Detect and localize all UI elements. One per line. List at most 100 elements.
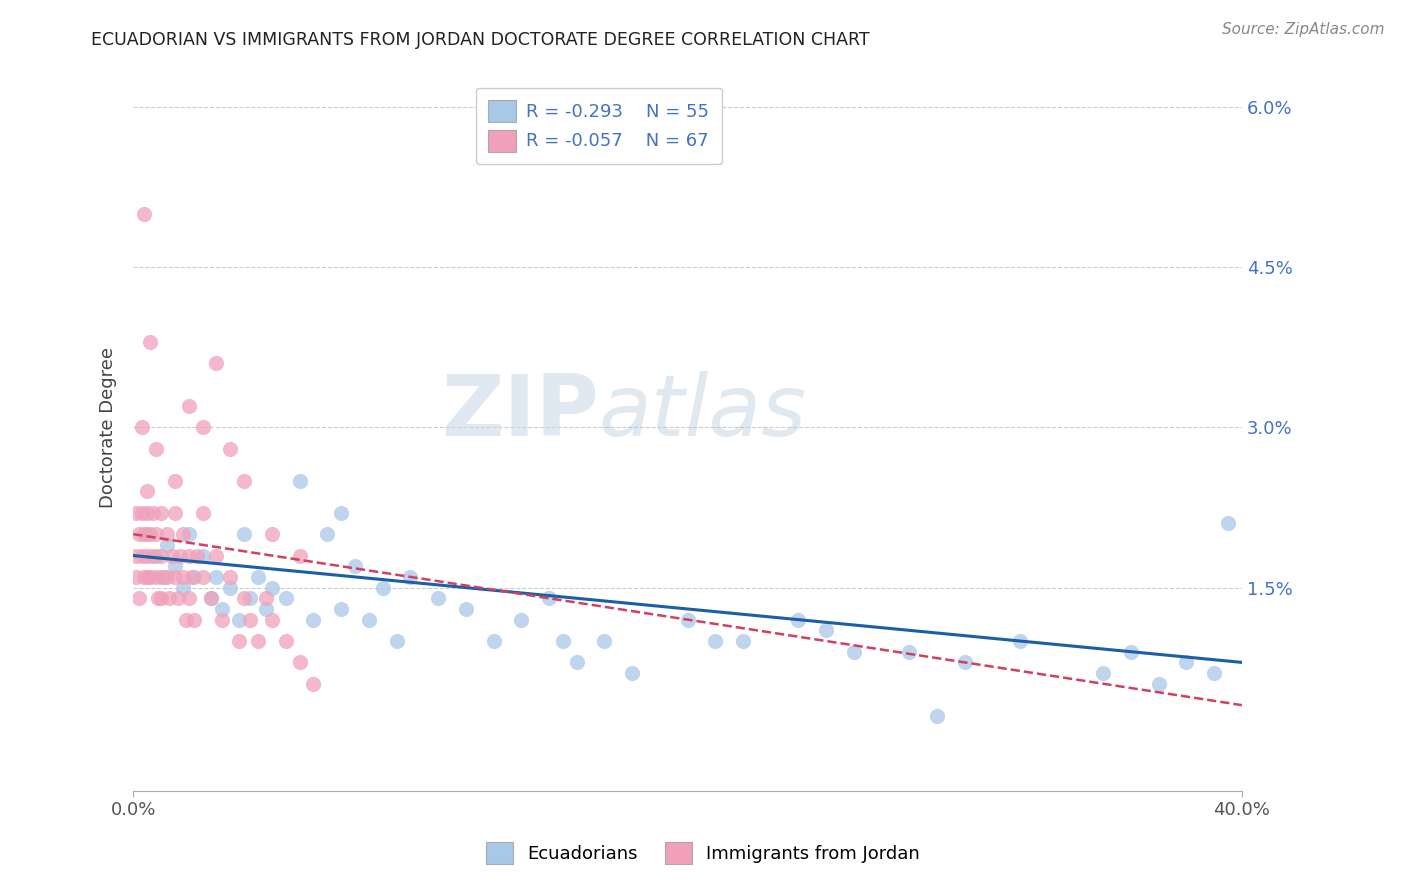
- Text: atlas: atlas: [599, 371, 807, 454]
- Point: [125, 570, 148, 584]
- Point: [145, 527, 167, 541]
- Point: [621, 666, 644, 681]
- Point: [155, 538, 177, 552]
- Point: [145, 570, 167, 584]
- Point: [219, 581, 242, 595]
- Point: [219, 442, 242, 456]
- Point: [142, 506, 165, 520]
- Point: [1119, 645, 1142, 659]
- Point: [316, 527, 339, 541]
- Point: [160, 549, 183, 563]
- Point: [172, 581, 194, 595]
- Point: [177, 591, 200, 606]
- Point: [842, 645, 865, 659]
- Point: [302, 677, 325, 691]
- Text: Source: ZipAtlas.com: Source: ZipAtlas.com: [1222, 22, 1385, 37]
- Point: [128, 527, 150, 541]
- Point: [131, 420, 153, 434]
- Point: [145, 549, 167, 563]
- Point: [239, 613, 262, 627]
- Point: [125, 549, 148, 563]
- Point: [191, 420, 214, 434]
- Point: [953, 656, 976, 670]
- Point: [163, 570, 186, 584]
- Point: [233, 527, 256, 541]
- Point: [148, 591, 170, 606]
- Point: [1010, 634, 1032, 648]
- Point: [172, 570, 194, 584]
- Point: [247, 570, 270, 584]
- Point: [385, 634, 408, 648]
- Point: [142, 549, 165, 563]
- Point: [131, 506, 153, 520]
- Point: [371, 581, 394, 595]
- Point: [1147, 677, 1170, 691]
- Point: [228, 613, 250, 627]
- Point: [704, 634, 727, 648]
- Point: [274, 634, 297, 648]
- Point: [163, 474, 186, 488]
- Point: [815, 624, 838, 638]
- Point: [898, 645, 921, 659]
- Point: [139, 334, 162, 349]
- Point: [177, 527, 200, 541]
- Point: [510, 613, 533, 627]
- Point: [399, 570, 422, 584]
- Point: [136, 549, 159, 563]
- Legend: Ecuadorians, Immigrants from Jordan: Ecuadorians, Immigrants from Jordan: [471, 828, 935, 879]
- Point: [344, 559, 367, 574]
- Point: [233, 591, 256, 606]
- Point: [565, 656, 588, 670]
- Point: [787, 613, 810, 627]
- Point: [157, 591, 180, 606]
- Point: [288, 549, 311, 563]
- Point: [254, 602, 277, 616]
- Point: [150, 570, 173, 584]
- Point: [239, 591, 262, 606]
- Point: [330, 506, 353, 520]
- Point: [183, 570, 205, 584]
- Point: [136, 527, 159, 541]
- Point: [131, 549, 153, 563]
- Point: [1175, 656, 1198, 670]
- Point: [357, 613, 380, 627]
- Point: [172, 527, 194, 541]
- Point: [136, 506, 159, 520]
- Point: [228, 634, 250, 648]
- Point: [128, 591, 150, 606]
- Point: [136, 484, 159, 499]
- Point: [174, 613, 197, 627]
- Point: [219, 570, 242, 584]
- Point: [169, 549, 191, 563]
- Point: [155, 570, 177, 584]
- Point: [1204, 666, 1226, 681]
- Point: [551, 634, 574, 648]
- Point: [200, 591, 222, 606]
- Point: [134, 570, 156, 584]
- Point: [211, 602, 233, 616]
- Point: [205, 549, 228, 563]
- Point: [205, 356, 228, 370]
- Y-axis label: Doctorate Degree: Doctorate Degree: [100, 347, 117, 508]
- Point: [731, 634, 754, 648]
- Point: [302, 613, 325, 627]
- Point: [288, 474, 311, 488]
- Point: [125, 506, 148, 520]
- Point: [1092, 666, 1115, 681]
- Point: [177, 399, 200, 413]
- Point: [163, 559, 186, 574]
- Point: [288, 656, 311, 670]
- Point: [177, 549, 200, 563]
- Point: [205, 570, 228, 584]
- Point: [274, 591, 297, 606]
- Point: [139, 570, 162, 584]
- Point: [260, 613, 283, 627]
- Point: [260, 527, 283, 541]
- Point: [454, 602, 477, 616]
- Point: [153, 570, 176, 584]
- Point: [191, 549, 214, 563]
- Point: [676, 613, 699, 627]
- Point: [233, 474, 256, 488]
- Point: [200, 591, 222, 606]
- Point: [593, 634, 616, 648]
